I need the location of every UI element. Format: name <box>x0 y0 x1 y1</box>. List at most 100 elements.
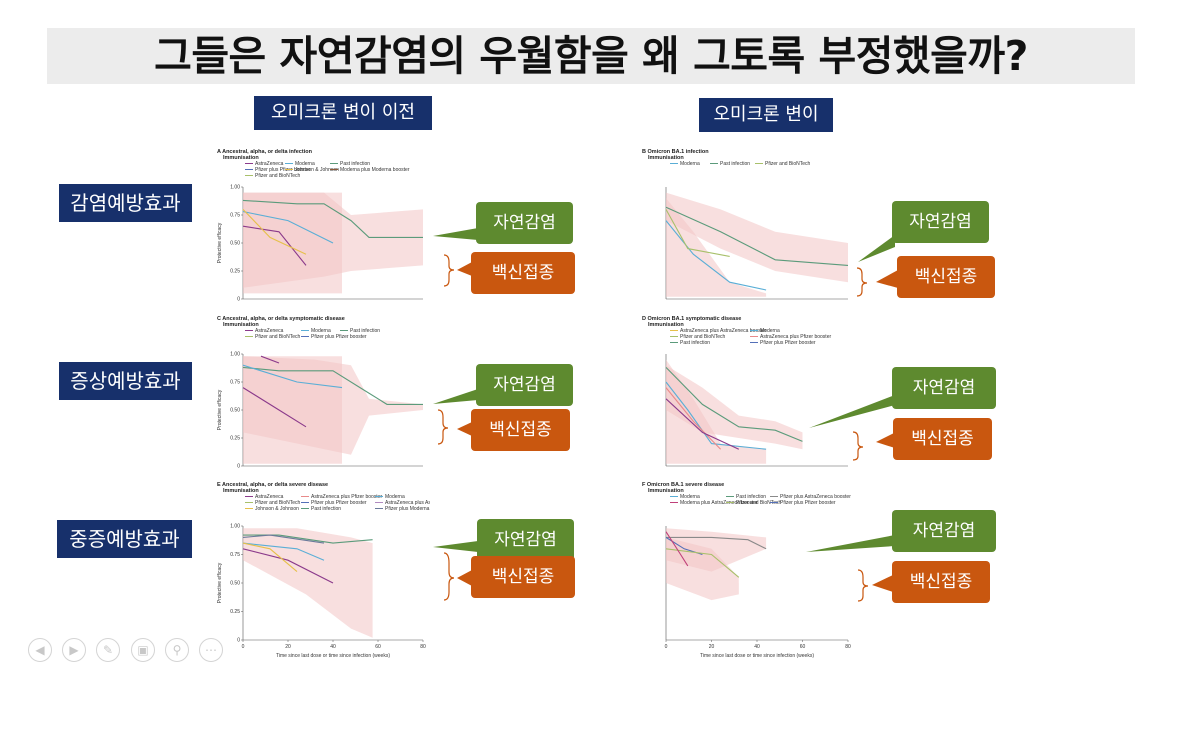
confidence-band <box>666 537 739 601</box>
row-label-infection: 감염예방효과 <box>59 184 192 222</box>
slides-icon[interactable]: ▣ <box>131 638 155 662</box>
x-axis-label: Time since last dose or time since infec… <box>276 653 390 659</box>
legend-label: Past infection <box>340 161 370 167</box>
y-tick-label: 0.50 <box>230 241 240 247</box>
legend-label: AstraZeneca <box>255 161 284 167</box>
callout-natural-infection-e: 자연감염 <box>477 519 574 561</box>
legend-label: AstraZeneca plus AstraZeneca booster <box>680 328 767 334</box>
callout-natural-infection-a: 자연감염 <box>476 202 573 244</box>
legend-label: Moderna <box>385 494 405 500</box>
legend-title: Immunisation <box>223 155 259 161</box>
callout-pointer-natural-d <box>809 395 895 428</box>
x-tick-label: 60 <box>800 644 806 650</box>
chart-svg-f: F Omicron BA.1 severe diseaseImmunisatio… <box>642 482 851 659</box>
callout-vaccine-d: 백신접종 <box>893 418 992 460</box>
callout-pointer-vaccine-f <box>872 575 893 592</box>
callout-natural-infection-b: 자연감염 <box>892 201 989 243</box>
legend-label: Johnson & Johnson <box>295 167 339 173</box>
chart-panel-e: E Ancestral, alpha, or delta severe dise… <box>215 478 430 663</box>
legend-label: Johnson & Johnson <box>255 506 299 512</box>
legend-label: Past infection <box>350 328 380 334</box>
brace-b <box>856 267 868 297</box>
y-tick-label: 0.50 <box>230 408 240 414</box>
panel-title: B Omicron BA.1 infection <box>642 149 709 155</box>
y-tick-label: 0 <box>237 464 240 470</box>
efficacy-curve <box>665 367 803 442</box>
legend-label: Moderna <box>680 161 700 167</box>
y-tick-label: 0.75 <box>230 213 240 219</box>
efficacy-curve <box>242 542 325 561</box>
y-axis-label: Protective efficacy <box>217 222 223 263</box>
legend-label: Pfizer plus Pfizer booster <box>760 340 816 346</box>
efficacy-curve <box>242 387 307 428</box>
callout-pointer-vaccine-b <box>876 270 898 288</box>
efficacy-curve <box>260 355 280 364</box>
y-tick-label: 0.75 <box>230 380 240 386</box>
legend-label: Pfizer and BioNTech <box>255 334 301 340</box>
efficacy-curve <box>665 209 730 257</box>
zoom-icon[interactable]: ⚲ <box>165 638 189 662</box>
legend-title: Immunisation <box>648 155 684 161</box>
chart-svg-d: D Omicron BA.1 symptomatic diseaseImmuni… <box>642 316 848 467</box>
efficacy-curve <box>242 364 343 389</box>
legend-label: Past infection <box>736 494 766 500</box>
confidence-band <box>666 198 767 297</box>
legend-label: Pfizer plus Pfizer booster <box>255 167 311 173</box>
callout-vaccine-f: 백신접종 <box>892 561 990 603</box>
y-tick-label: 1.00 <box>230 524 240 530</box>
x-axis-label: Time since last dose or time since infec… <box>700 653 814 659</box>
confidence-band <box>243 356 342 464</box>
y-tick-label: 0.25 <box>230 609 240 615</box>
y-axis-label: Protective efficacy <box>217 389 223 430</box>
efficacy-curve <box>665 387 721 450</box>
callout-pointer-vaccine-c <box>457 422 472 436</box>
confidence-band <box>666 192 848 283</box>
efficacy-curve <box>665 531 689 567</box>
brace-d <box>852 431 864 461</box>
chart-panel-a: A Ancestral, alpha, or delta infection Im… <box>215 145 430 305</box>
callout-pointer-natural-f <box>806 535 895 552</box>
brace-f <box>857 569 869 602</box>
callout-pointer-vaccine-a <box>457 262 472 276</box>
x-tick-label: 60 <box>375 644 381 650</box>
more-icon[interactable]: ⋯ <box>199 638 223 662</box>
confidence-band <box>243 528 373 638</box>
chart-panel-d: D Omicron BA.1 symptomatic disease Immuni… <box>640 312 855 472</box>
panel-title: D Omicron BA.1 symptomatic disease <box>642 316 741 322</box>
efficacy-curve <box>665 381 767 450</box>
legend-label: Pfizer and BioNTech <box>680 334 726 340</box>
panel-title: F Omicron BA.1 severe disease <box>642 482 724 488</box>
callout-natural-infection-d: 자연감염 <box>892 367 996 409</box>
callout-natural-infection-f: 자연감염 <box>892 510 996 552</box>
legend-label: Pfizer plus Moderna booster <box>385 506 430 512</box>
x-tick-label: 40 <box>754 644 760 650</box>
callout-natural-infection-c: 자연감염 <box>476 364 573 406</box>
callout-pointer-natural-a <box>433 228 478 240</box>
callout-vaccine-e: 백신접종 <box>471 556 575 598</box>
legend-label: Moderna <box>311 328 331 334</box>
chart-panel-c: C Ancestral, alpha, or delta symptomatic… <box>215 312 430 472</box>
efficacy-curve <box>243 534 373 544</box>
next-icon[interactable]: ▶ <box>62 638 86 662</box>
legend-label: Moderna plus AstraZeneca booster <box>680 500 758 506</box>
brace-c <box>437 409 449 445</box>
callout-vaccine-b: 백신접종 <box>897 256 995 298</box>
prev-icon[interactable]: ◀ <box>28 638 52 662</box>
brace-e <box>443 552 455 601</box>
legend-label: Pfizer plus Pfizer booster <box>311 500 367 506</box>
legend-label: Pfizer and BioNTech <box>736 500 782 506</box>
x-tick-label: 80 <box>845 644 851 650</box>
efficacy-curve <box>242 534 325 544</box>
legend-label: Moderna <box>295 161 315 167</box>
pen-icon[interactable]: ✎ <box>96 638 120 662</box>
efficacy-curve <box>242 542 298 573</box>
chart-svg-e: E Ancestral, alpha, or delta severe dise… <box>217 482 430 659</box>
panel-title: E Ancestral, alpha, or delta severe dise… <box>217 482 328 488</box>
callout-vaccine-a: 백신접종 <box>471 252 575 294</box>
chart-svg-b: B Omicron BA.1 infectionImmunisationMode… <box>642 149 849 300</box>
legend-label: Pfizer plus Pfizer booster <box>311 334 367 340</box>
legend-label: Pfizer and BioNTech <box>255 173 301 179</box>
legend-label: AstraZeneca plus Pfizer booster <box>760 334 831 340</box>
y-tick-label: 0.75 <box>230 552 240 558</box>
